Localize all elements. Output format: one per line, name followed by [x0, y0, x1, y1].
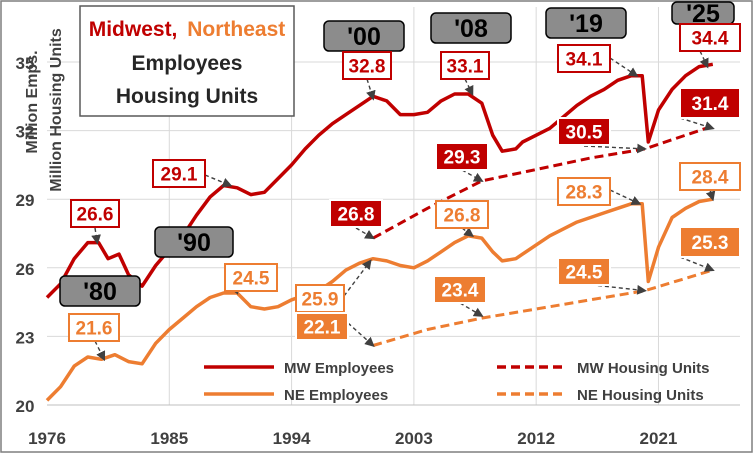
- x-tick-label: 2012: [517, 429, 555, 448]
- title-northeast: Northeast: [187, 18, 285, 41]
- data-callout-value: 31.4: [692, 94, 729, 115]
- y-tick-label: 35: [16, 54, 35, 73]
- data-callout-value: 30.5: [566, 123, 603, 144]
- era-label: '90: [154, 226, 234, 258]
- data-callout: 24.5: [224, 263, 278, 295]
- title-line2: Employees: [132, 52, 243, 75]
- data-callout: 23.4: [433, 275, 487, 317]
- series-line-ne-housing-units: [372, 268, 714, 347]
- y-axis: 20 23 26 29 32 35: [16, 54, 35, 416]
- title-midwest: Midwest,: [89, 18, 178, 41]
- data-callout-value: 23.4: [442, 281, 479, 302]
- data-callout-value: 26.8: [444, 206, 481, 227]
- data-callout: 25.9: [295, 259, 372, 313]
- era-label-text: '19: [569, 10, 603, 38]
- data-callout: 29.1: [152, 159, 233, 188]
- data-callout-value: 29.1: [161, 165, 198, 186]
- data-callout-value: 29.3: [444, 148, 481, 169]
- x-tick-label: 1985: [150, 429, 188, 448]
- era-label-text: '80: [83, 278, 117, 306]
- y-axis-label-line2: Million Housing Units: [48, 28, 65, 192]
- data-callout-value: 25.9: [302, 290, 339, 311]
- data-callout: 34.1: [557, 44, 639, 77]
- y-axis-label-line1: Million Emps.: [24, 50, 41, 153]
- title-box: Midwest, Northeast Employees Housing Uni…: [79, 5, 295, 117]
- data-callout: 26.8: [329, 199, 383, 240]
- title-line3: Housing Units: [116, 85, 258, 108]
- legend-label: NE Employees: [284, 387, 388, 404]
- callout-layer: '80'90'00'08'19'2526.621.629.124.532.825…: [59, 0, 741, 362]
- y-tick-label: 29: [16, 191, 35, 210]
- x-tick-label: 2003: [395, 429, 433, 448]
- data-callout: 25.3: [679, 226, 741, 272]
- data-callout: 21.6: [68, 313, 120, 362]
- data-callout-value: 26.8: [338, 205, 375, 226]
- series-line-ne-employees: [45, 197, 714, 402]
- x-tick-label: 1976: [28, 429, 66, 448]
- data-callout-value: 28.3: [566, 183, 603, 204]
- data-callout-value: 33.1: [447, 57, 484, 78]
- data-callout: 24.5: [557, 257, 647, 295]
- data-callout: 31.4: [679, 87, 741, 131]
- data-callout: 34.4: [679, 23, 741, 69]
- y-tick-label: 23: [16, 328, 35, 347]
- data-callout-value: 25.3: [692, 233, 729, 254]
- era-label: '08: [430, 12, 512, 44]
- x-axis: 1976 1985 1994 2003 2012 2021: [28, 404, 740, 448]
- legend-label: MW Employees: [284, 360, 394, 377]
- data-callout-value: 21.6: [76, 319, 113, 340]
- series-layer: [45, 62, 714, 402]
- data-callout: 22.1: [295, 312, 375, 347]
- x-tick-label: 1994: [273, 429, 311, 448]
- y-tick-label: 20: [16, 397, 35, 416]
- data-callout: 26.6: [70, 199, 120, 245]
- era-label-text: '90: [177, 229, 211, 257]
- series-line-mw-employees: [45, 62, 714, 299]
- legend-label: MW Housing Units: [577, 360, 709, 377]
- x-tick-label: 2021: [640, 429, 678, 448]
- data-callout: 33.1: [440, 51, 490, 96]
- data-callout-value: 26.6: [77, 205, 114, 226]
- data-callout-value: 24.5: [566, 263, 603, 284]
- data-callout: 32.8: [342, 51, 392, 101]
- era-label: '00: [323, 20, 405, 52]
- era-label: '80: [59, 275, 141, 307]
- data-callout: 26.8: [435, 200, 489, 238]
- y-tick-label: 32: [16, 123, 35, 142]
- data-callout-value: 34.4: [692, 29, 729, 50]
- data-callout: 30.5: [557, 117, 647, 154]
- data-callout: 28.4: [679, 162, 741, 202]
- legend: MW Employees MW Housing Units NE Employees…: [204, 360, 709, 404]
- era-label-text: '00: [347, 23, 381, 51]
- data-callout: 28.3: [557, 177, 642, 206]
- y-tick-label: 26: [16, 260, 35, 279]
- data-callout-value: 24.5: [233, 269, 270, 290]
- data-callout-value: 32.8: [349, 57, 386, 78]
- data-callout: 29.3: [435, 142, 489, 182]
- era-label: '19: [545, 7, 627, 39]
- data-callout-value: 28.4: [692, 168, 729, 189]
- data-callout-value: 34.1: [566, 50, 603, 71]
- era-label-text: '08: [454, 15, 488, 43]
- series-line-mw-housing-units: [372, 124, 714, 240]
- legend-label: NE Housing Units: [577, 387, 704, 404]
- svg-text:Midwest, Northeast: Midwest, Northeast: [89, 18, 286, 41]
- data-callout-value: 22.1: [304, 318, 341, 339]
